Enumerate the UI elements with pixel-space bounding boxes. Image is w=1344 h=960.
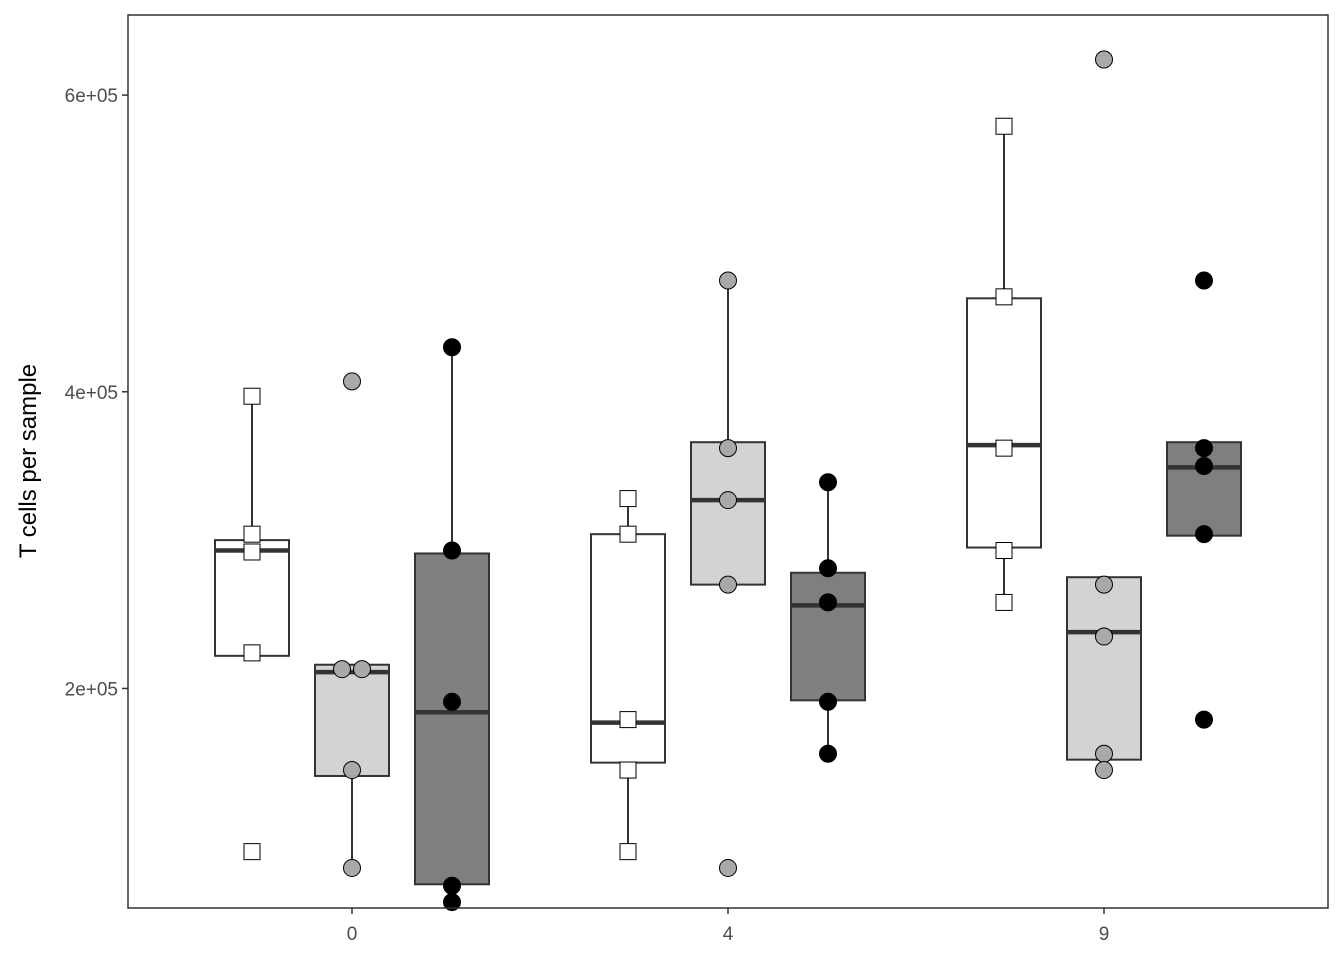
- box-group: [1066, 50, 1142, 780]
- box-group: [1166, 271, 1242, 729]
- data-point: [343, 761, 361, 780]
- data-point: [1195, 439, 1213, 458]
- data-point: [243, 387, 261, 405]
- data-point: [995, 593, 1013, 611]
- data-point: [1195, 271, 1213, 290]
- data-point: [619, 490, 637, 508]
- box-group: [590, 490, 666, 861]
- data-point: [1095, 761, 1113, 780]
- data-point: [619, 761, 637, 779]
- data-point: [1195, 710, 1213, 729]
- data-point: [819, 593, 837, 612]
- data-point: [333, 660, 351, 679]
- box: [414, 552, 490, 886]
- plot-area: [214, 50, 1242, 912]
- y-axis-title: T cells per sample: [15, 364, 42, 558]
- data-point: [819, 559, 837, 578]
- data-point: [719, 271, 737, 290]
- y-tick-label: 2e+05: [65, 679, 118, 700]
- data-point: [995, 542, 1013, 560]
- data-point: [619, 843, 637, 861]
- data-point: [719, 858, 737, 877]
- data-point: [719, 491, 737, 510]
- box-group: [690, 271, 766, 877]
- data-point: [1095, 575, 1113, 594]
- box: [790, 571, 866, 702]
- data-point: [353, 660, 371, 679]
- data-point: [995, 288, 1013, 306]
- box: [966, 297, 1042, 549]
- data-point: [1095, 50, 1113, 69]
- box-group: [414, 338, 490, 912]
- data-point: [719, 575, 737, 594]
- box: [690, 441, 766, 586]
- y-tick-label: 6e+05: [65, 86, 118, 107]
- data-point: [1195, 525, 1213, 544]
- data-point: [1095, 627, 1113, 646]
- data-point: [443, 893, 461, 912]
- data-point: [243, 843, 261, 861]
- data-point: [443, 541, 461, 560]
- data-point: [819, 744, 837, 763]
- data-point: [443, 338, 461, 357]
- data-point: [243, 543, 261, 561]
- x-tick-label: 4: [723, 924, 734, 945]
- data-point: [995, 117, 1013, 135]
- data-point: [343, 372, 361, 391]
- data-point: [819, 473, 837, 492]
- data-point: [343, 858, 361, 877]
- data-point: [719, 439, 737, 458]
- data-point: [995, 439, 1013, 457]
- x-tick-label: 0: [347, 924, 358, 945]
- data-point: [443, 692, 461, 711]
- y-tick-label: 4e+05: [65, 383, 118, 404]
- x-tick-label: 9: [1099, 924, 1110, 945]
- box: [1066, 576, 1142, 761]
- box: [314, 663, 390, 777]
- box: [590, 533, 666, 764]
- box-group: [966, 117, 1042, 611]
- data-point: [619, 711, 637, 729]
- axes: 2e+05 4e+05 6e+05 0 4 9: [65, 14, 1329, 945]
- box-group: [314, 372, 390, 877]
- data-point: [1195, 456, 1213, 475]
- data-point: [243, 644, 261, 662]
- data-point: [443, 876, 461, 895]
- data-point: [619, 525, 637, 543]
- box-group: [790, 473, 866, 763]
- data-point: [1095, 744, 1113, 763]
- data-point: [243, 525, 261, 543]
- data-point: [819, 692, 837, 711]
- box-group: [214, 387, 290, 861]
